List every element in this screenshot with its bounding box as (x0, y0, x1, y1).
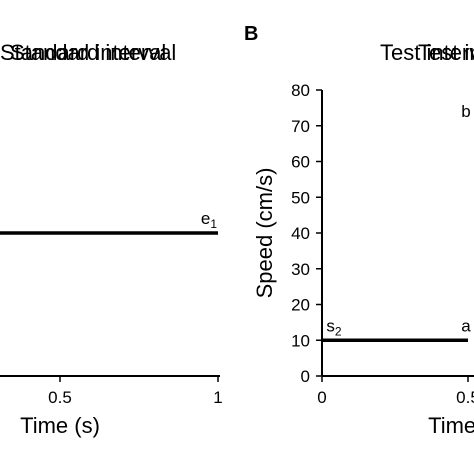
panel-a-title-1: Standard interval (0, 40, 166, 65)
y-tick-label: 20 (291, 296, 310, 315)
panel-b: B Test interval Test interval 0102030405… (244, 23, 474, 438)
annotation-a: a (461, 316, 471, 335)
annotation-s: s2 (326, 316, 342, 338)
x-tick-label: 1 (213, 388, 222, 407)
y-tick-label: 80 (291, 81, 310, 100)
panel-a-plot: 0.5 1e1 (0, 209, 223, 407)
annotation-subscript: 2 (335, 324, 342, 338)
y-tick-label: 10 (291, 331, 310, 350)
panel-b-title-1: Test interval (380, 40, 474, 65)
panel-b-plot: 0 10 20 30 40 50 60 70 80 0 0.5 s2 a b (291, 81, 474, 407)
panel-a: Standard interval Standard interval 0.5 1… (0, 40, 223, 438)
annotation-b: b (461, 102, 470, 121)
annotation-e: e1 (201, 209, 217, 231)
x-tick-label: 0.5 (456, 388, 474, 407)
panel-b-title-2: Test interval (418, 40, 474, 65)
panel-a-title-2: Standard interval (10, 40, 176, 65)
annotation-subscript: 1 (210, 217, 217, 231)
y-tick-label: 70 (291, 117, 310, 136)
panel-b-x-axis-label: Time (s) (428, 413, 474, 438)
panel-a-x-axis-label: Time (s) (20, 413, 100, 438)
y-tick-label: 40 (291, 224, 310, 243)
y-tick-label: 0 (301, 367, 310, 386)
y-tick-label: 50 (291, 188, 310, 207)
panel-b-y-axis-label: Speed (cm/s) (252, 168, 277, 299)
x-tick-label: 0 (317, 388, 326, 407)
panel-b-letter: B (244, 23, 258, 45)
y-tick-label: 30 (291, 260, 310, 279)
x-tick-label: 0.5 (48, 388, 72, 407)
y-tick-label: 60 (291, 153, 310, 172)
